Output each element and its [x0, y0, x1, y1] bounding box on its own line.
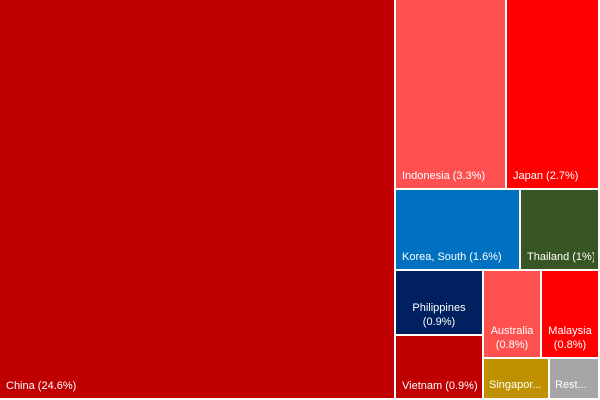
tile-label-rest: Rest... [555, 379, 587, 391]
tile-thailand: Thailand (1%) [521, 190, 598, 269]
tile-indonesia: Indonesia (3.3%) [396, 0, 505, 188]
tile-malaysia: Malaysia (0.8%) [542, 271, 598, 357]
tile-singapore: Singapor... [484, 359, 548, 398]
tile-label-vietnam: Vietnam (0.9%) [402, 380, 478, 392]
tile-label-indonesia: Indonesia (3.3%) [402, 170, 486, 182]
tile-australia: Australia (0.8%) [484, 271, 540, 357]
tile-label-singapore: Singapor... [489, 379, 542, 391]
tile-label-china: China (24.6%) [6, 380, 77, 392]
tile-china: China (24.6%) [0, 0, 394, 398]
tile-korea-south: Korea, South (1.6%) [396, 190, 519, 269]
tile-label-malaysia: Malaysia (0.8%) [548, 325, 592, 351]
tile-label-philippines: Philippines (0.9%) [412, 302, 466, 328]
tile-japan: Japan (2.7%) [507, 0, 598, 188]
tile-label-australia: Australia (0.8%) [490, 325, 534, 351]
tile-philippines: Philippines (0.9%) [396, 271, 482, 334]
tile-rest: Rest... [550, 359, 598, 398]
tile-vietnam: Vietnam (0.9%) [396, 336, 482, 398]
tile-label-japan: Japan (2.7%) [513, 170, 579, 182]
tile-label-korea-south: Korea, South (1.6%) [402, 251, 502, 263]
tile-label-thailand: Thailand (1%) [527, 251, 594, 263]
